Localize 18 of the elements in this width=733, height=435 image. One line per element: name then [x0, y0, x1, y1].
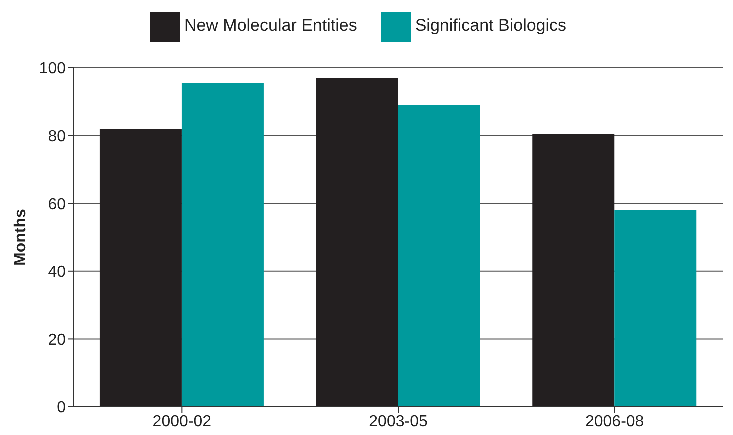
bar	[182, 83, 264, 407]
y-tick-label: 20	[48, 332, 66, 349]
y-tick-label: 80	[48, 128, 66, 146]
x-tick-label: 2003-05	[369, 413, 428, 430]
y-tick-label: 0	[57, 400, 66, 417]
x-tick-label: 2000-02	[152, 413, 212, 430]
y-tick-label: 40	[48, 264, 66, 282]
bar	[614, 210, 697, 407]
legend-label: New Molecular Entities	[184, 16, 358, 36]
y-axis-title: Months	[12, 208, 30, 266]
y-tick-label: 60	[48, 196, 66, 214]
bar	[532, 134, 615, 407]
legend-label: Significant Biologics	[415, 16, 567, 36]
x-tick-label: 2006-08	[585, 413, 644, 430]
bar	[398, 105, 480, 407]
y-tick-label: 100	[39, 60, 66, 78]
bar	[100, 129, 182, 407]
bar	[316, 78, 398, 407]
